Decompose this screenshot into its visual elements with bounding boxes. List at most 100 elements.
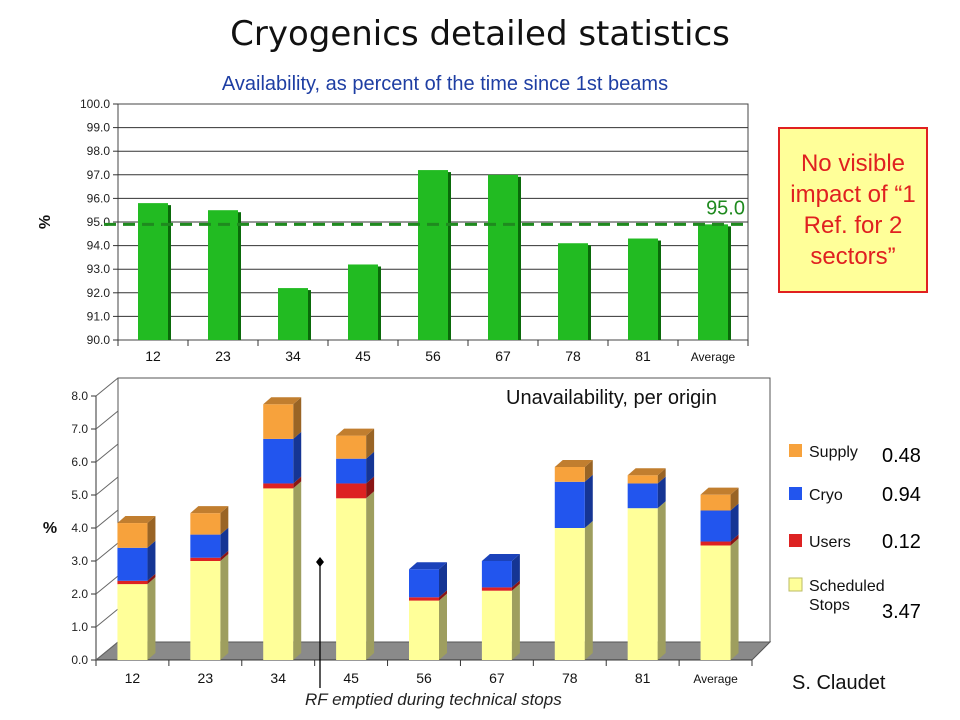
legend-label-cryo: Cryo [809,487,843,504]
author: S. Claudet [792,672,886,694]
rf-annotation: RF emptied during technical stops [305,690,562,709]
availability-y-tick-label: 92.0 [87,286,111,300]
unavailability-segment-scheduled-stops-average [700,545,731,660]
unavailability-segment-side [220,554,229,660]
availability-x-tick-label: 12 [145,348,161,364]
unavailability-segment-scheduled-stops-56 [409,600,439,660]
unavailability-segment-side [147,573,156,585]
unavailability-y-tick-label: 2.0 [71,587,88,601]
availability-y-tick-label: 97.0 [87,168,111,182]
unavailability-segment-side [366,491,375,660]
unavailability-segment-cryo-34 [263,438,294,484]
unavailability-bar-top [409,562,447,570]
legend-value-users: 0.12 [882,531,921,553]
unavailability-segment-cryo-average [700,510,731,542]
unavailability-segment-side [511,583,520,660]
unavailability-segment-users-56 [409,597,439,601]
unavailability-y-tick-depth [95,377,119,397]
unavailability-segment-supply-34 [263,404,294,439]
unavailability-y-tick-depth [95,443,119,463]
unavailability-bar-top [700,487,739,495]
unavailability-segment-side [511,554,520,588]
unavailability-bar-top [263,397,302,405]
unavailability-segment-side [147,516,156,548]
unavailability-segment-scheduled-stops-23 [190,561,221,660]
unavailability-y-tick-depth [95,542,119,562]
availability-x-tick-label: 78 [565,348,581,364]
unavailability-segment-cryo-81 [627,483,658,509]
availability-bar-23 [208,210,238,340]
unavailability-segment-side [220,506,229,535]
unavailability-y-tick-depth [95,509,119,529]
unavailability-x-tick-label: 78 [562,670,578,686]
unavailability-y-tick-depth [95,641,119,661]
availability-x-tick-label: 67 [495,348,511,364]
unavailability-segment-supply-average [700,494,731,511]
availability-x-tick-label: 45 [355,348,371,364]
unavailability-segment-scheduled-stops-12 [117,584,148,660]
legend-value-supply: 0.48 [882,445,921,467]
availability-bar-56 [418,170,448,340]
unavailability-bar-top [117,516,156,524]
unavailability-segment-supply-78 [554,466,585,482]
unavailability-y-tick-label: 7.0 [71,422,88,436]
unavailability-segment-scheduled-stops-34 [263,488,294,660]
unavailability-segment-side [147,577,156,660]
legend-value-scheduled-stops: 3.47 [882,601,921,623]
unavailability-x-tick-label: 56 [416,670,432,686]
unavailability-segment-side [366,428,375,459]
unavailability-segment-users-34 [263,483,294,489]
availability-bar-average [698,224,728,340]
unavailability-segment-side [439,590,447,601]
unavailability-segment-side [657,501,666,660]
unavailability-segment-users-average [700,541,731,546]
unavailability-segment-side [439,562,447,598]
legend-swatch-cryo [789,487,802,500]
callout-text: No visible impact of “1 Ref. for 2 secto… [790,150,916,270]
unavailability-segment-cryo-67 [481,561,512,588]
legend-value-cryo: 0.94 [882,484,921,506]
availability-y-tick-label: 99.0 [87,121,111,135]
unavailability-segment-side [730,503,739,542]
unavailability-y-tick-label: 1.0 [71,620,88,634]
unavailability-segment-side [220,550,229,561]
unavailability-y-tick-depth [95,575,119,595]
availability-bar-67 [488,174,518,340]
unavailability-segment-side [439,593,447,660]
legend-swatch-supply [789,444,802,457]
unavailability-segment-users-12 [117,580,148,585]
availability-y-tick-label: 93.0 [87,262,111,276]
unavailability-segment-scheduled-stops-81 [627,508,658,660]
unavailability-segment-cryo-78 [554,481,585,528]
availability-x-tick-label: 81 [635,348,651,364]
unavailability-segment-cryo-45 [336,458,367,484]
legend-label-scheduled: Scheduled [809,578,885,595]
unavailability-x-tick-label: 34 [270,670,286,686]
unavailability-y-tick-label: 6.0 [71,455,88,469]
availability-y-tick-label: 96.0 [87,191,111,205]
unavailability-y-tick-depth [95,476,119,496]
unavailability-segment-users-45 [336,483,367,499]
availability-y-tick-label: 94.0 [87,239,111,253]
unavailability-segment-supply-12 [117,523,148,548]
unavailability-segment-supply-23 [190,513,221,535]
unavailability-segment-cryo-12 [117,547,148,581]
unavailability-y-tick-label: 3.0 [71,554,88,568]
unavailability-segment-side [511,580,520,591]
availability-x-tick-label: 23 [215,348,231,364]
unavailability-y-tick-label: 8.0 [71,389,88,403]
unavailability-segment-cryo-56 [409,569,439,598]
unavailability-segment-cryo-23 [190,534,221,558]
legend-swatch-users [789,534,802,547]
unavailability-x-tick-label: 81 [635,670,651,686]
availability-bar-34 [278,288,308,340]
unavailability-bar-top [554,459,593,467]
unavailability-segment-side [657,476,666,509]
unavailability-segment-side [366,451,375,484]
unavailability-segment-side [584,474,593,528]
availability-bar-12 [138,203,168,340]
legend-label-stops: Stops [809,597,850,614]
unavailability-x-tick-label: 67 [489,670,505,686]
